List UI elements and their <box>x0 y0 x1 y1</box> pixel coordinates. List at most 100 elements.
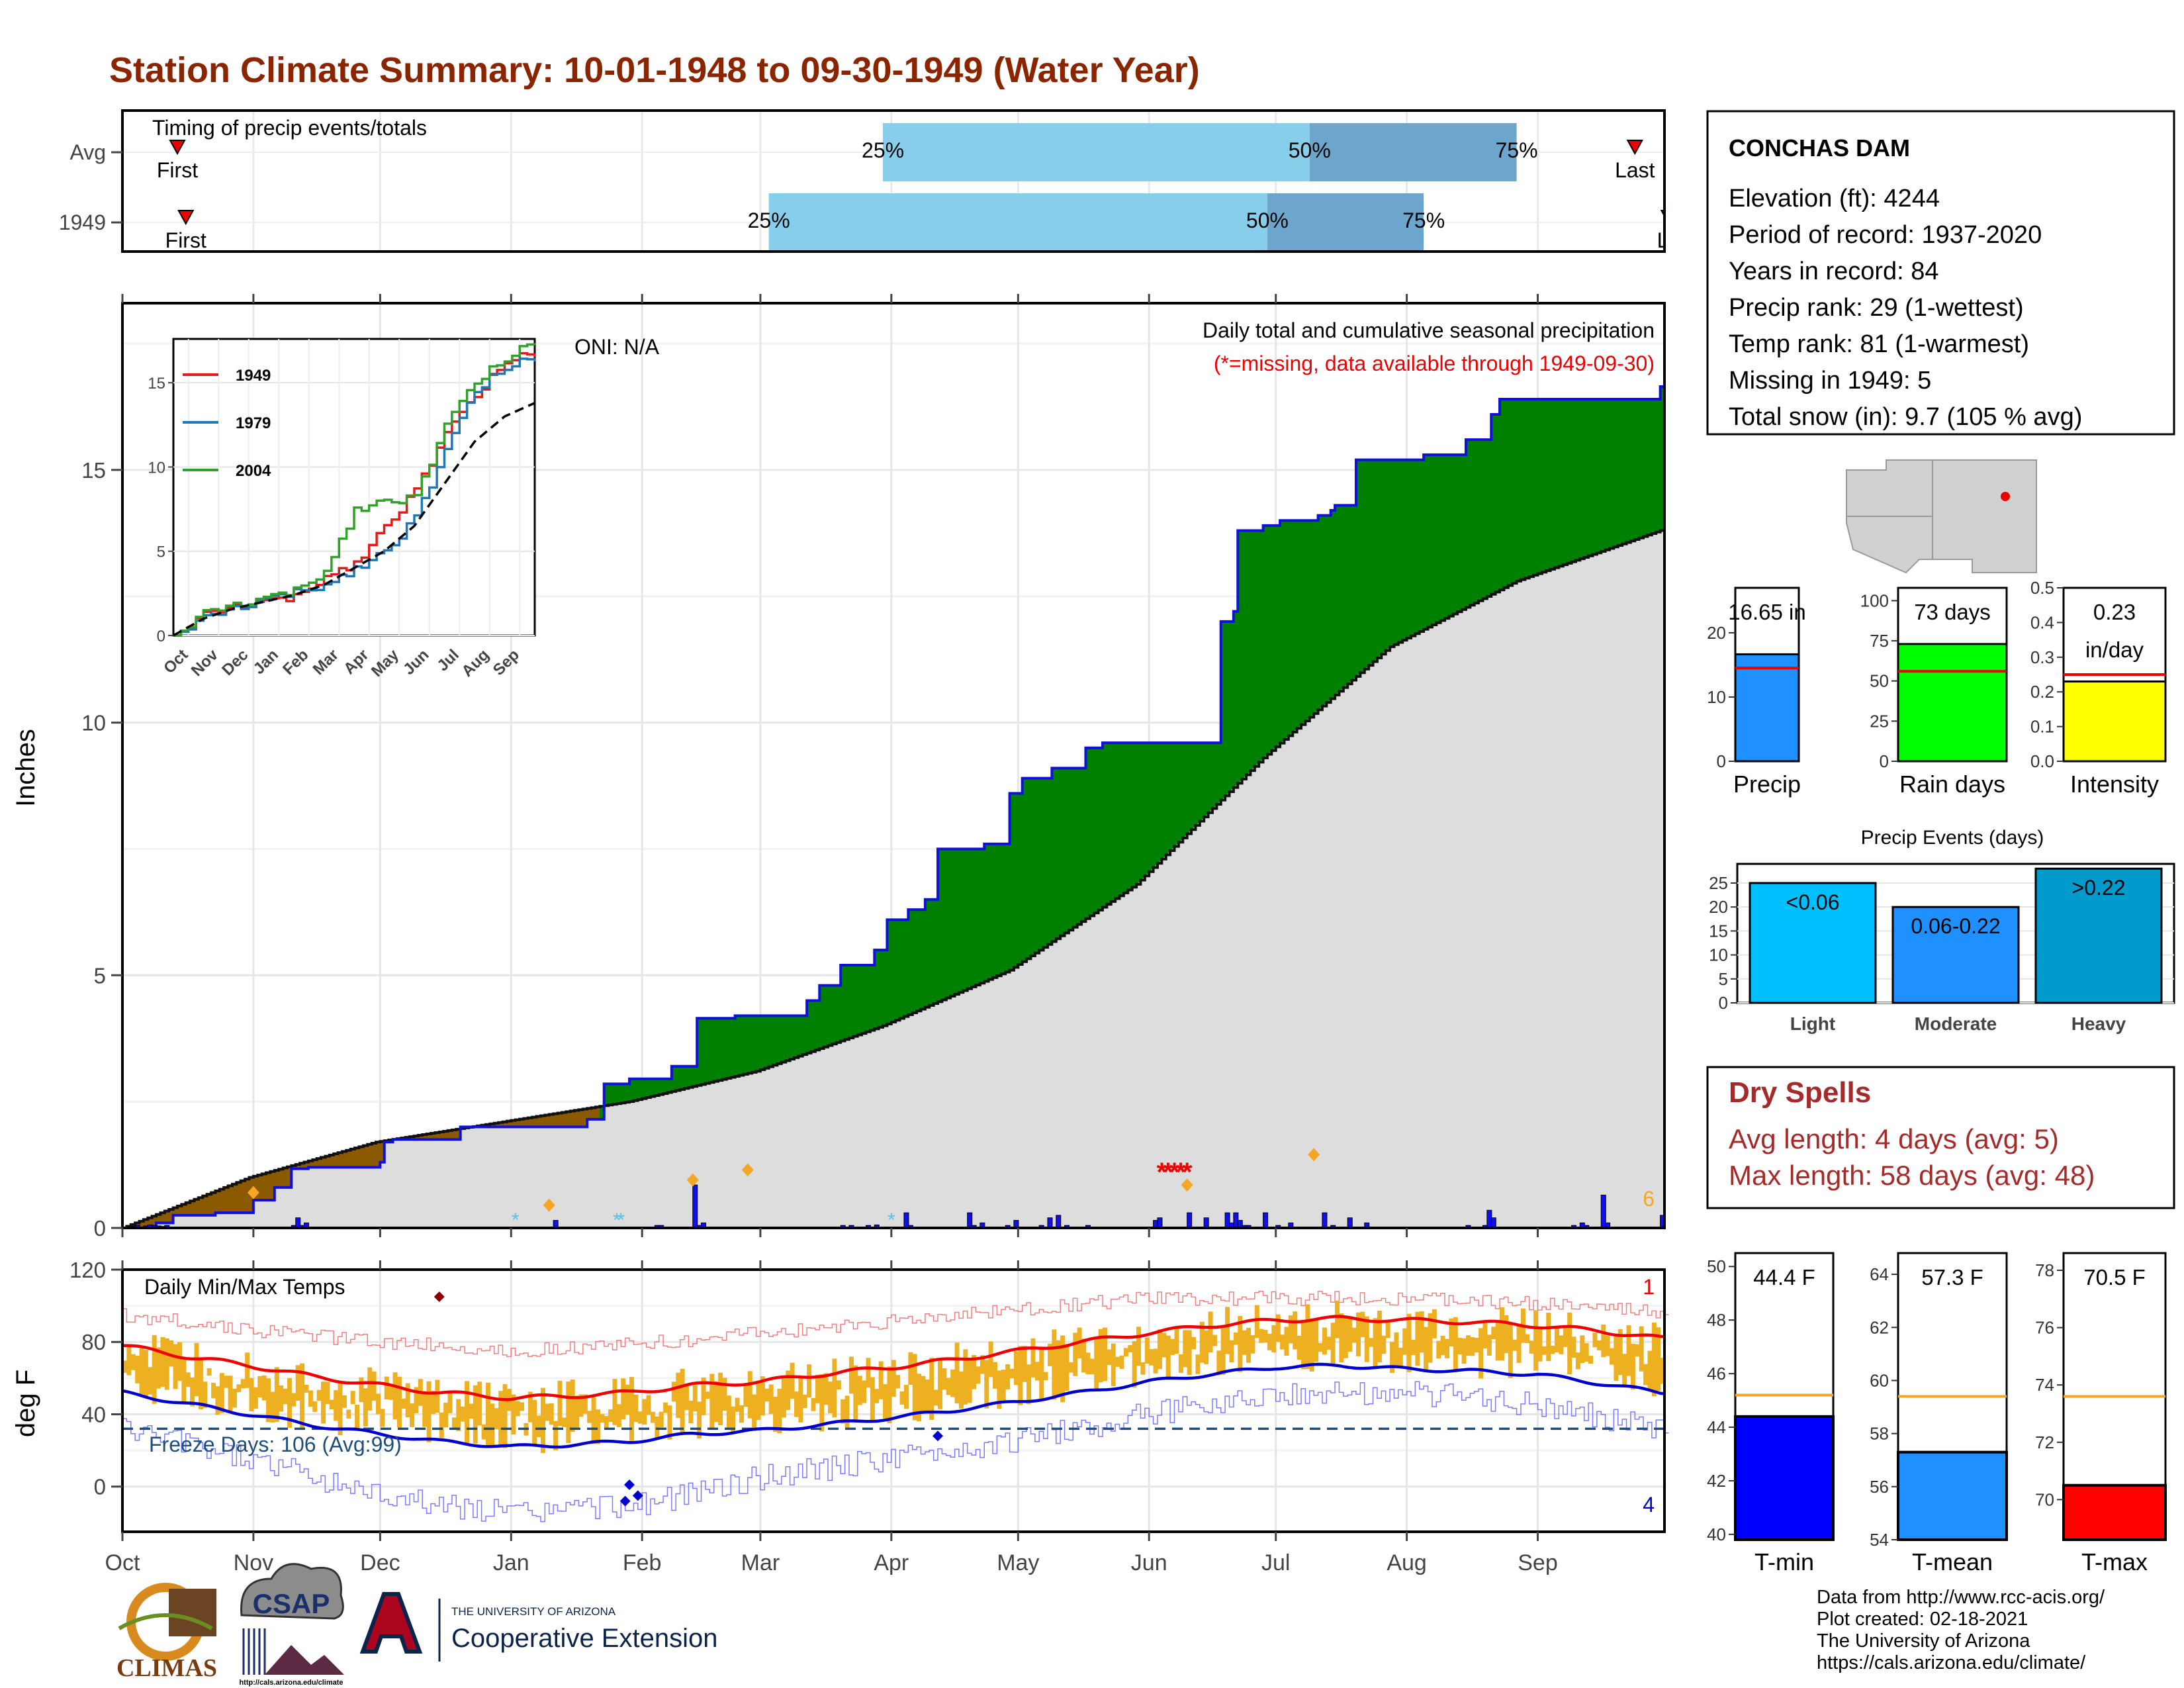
daily-precip-bar <box>1203 1217 1209 1229</box>
daily-temp-bars <box>122 1300 1665 1453</box>
mini-tick-label: 25 <box>1870 711 1889 731</box>
trace-marker: * <box>887 1209 895 1231</box>
temp-mini-tick-label: 42 <box>1707 1471 1726 1491</box>
events-tick-label: 5 <box>1719 969 1728 989</box>
temp-mini-label: T-max <box>2081 1548 2148 1575</box>
month-label: Oct <box>105 1550 140 1575</box>
temp-ytick-label: 80 <box>81 1330 106 1354</box>
timing-first-label: First <box>165 228 206 252</box>
temp-mini-tick-label: 46 <box>1707 1364 1726 1383</box>
temp-mini-tick-label: 56 <box>1870 1477 1889 1497</box>
cumulative-precip-line <box>122 385 1664 1229</box>
mini-bar <box>1897 643 2008 763</box>
first-marker-triangle <box>177 210 195 226</box>
temp-mini-bar <box>1734 1415 1835 1542</box>
dry-spells-max: Max length: 58 days (avg: 48) <box>1729 1160 2095 1191</box>
temp-mini-tick-label: 78 <box>2035 1260 2054 1280</box>
inset-legend-label: 1979 <box>236 414 271 432</box>
timing-q50-label: 50% <box>1289 138 1331 162</box>
daily-precip-bar <box>1157 1217 1163 1229</box>
month-label: Jul <box>1261 1550 1290 1575</box>
timing-row-label: Avg <box>69 140 106 164</box>
temp-mini-label: T-mean <box>1912 1548 1993 1575</box>
event-category-label: Light <box>1790 1013 1835 1034</box>
timing-panel: 25%50%75%FirstLast25%50%75%FirstLaTiming… <box>59 109 1706 253</box>
temp-mini-tick-label: 40 <box>1707 1524 1726 1544</box>
climas-logo: CLIMAS <box>116 1583 217 1682</box>
precip-ytick-label: 15 <box>81 458 106 483</box>
timing-row-label: 1949 <box>59 211 106 234</box>
temp-mini-tick-label: 64 <box>1870 1264 1889 1284</box>
event-category-label: Moderate <box>1915 1013 1997 1034</box>
mini-label: Precip <box>1733 771 1801 798</box>
month-label: Apr <box>874 1550 909 1575</box>
temp-mini-tick-label: 76 <box>2035 1318 2054 1338</box>
timing-q25-label: 25% <box>748 209 790 232</box>
timing-frame <box>121 109 1666 253</box>
csap-url: http://cals.arizona.edu/climate <box>239 1679 343 1687</box>
month-label: Mar <box>741 1550 780 1575</box>
mini-tick-label: 0.1 <box>2030 717 2054 737</box>
event-bar-label: 0.06-0.22 <box>1911 914 2000 938</box>
temp-ylabel: deg F <box>11 1370 40 1437</box>
inset-legend-label: 2004 <box>236 462 271 480</box>
mini-tick-label: 0 <box>1717 751 1726 771</box>
timing-bar-25-50 <box>768 193 1267 252</box>
temp-frame <box>121 1268 1666 1533</box>
event-bar <box>2034 867 2163 1004</box>
timing-q50-label: 50% <box>1246 209 1289 232</box>
dry-spells-avg: Avg length: 4 days (avg: 5) <box>1729 1123 2059 1154</box>
daily-precip-bar <box>1322 1212 1328 1229</box>
precip-ytick-label: 10 <box>81 711 106 735</box>
mini-bar <box>1734 653 1800 763</box>
record-high-line <box>122 1291 1669 1358</box>
climas-swoosh <box>118 1613 213 1630</box>
timing-clip <box>1666 109 1706 253</box>
snow-marker <box>686 1173 699 1187</box>
temp-mini-tick-label: 44 <box>1707 1417 1726 1437</box>
temp-ytick-label: 40 <box>81 1402 106 1427</box>
station-name: CONCHAS DAM <box>1729 134 1910 162</box>
mini-tick-label: 10 <box>1707 687 1726 707</box>
temp-title: Daily Min/Max Temps <box>144 1275 345 1299</box>
precip-frame <box>121 302 1666 1229</box>
footer-line: Plot created: 02-18-2021 <box>1817 1609 2028 1630</box>
month-label: May <box>997 1550 1039 1575</box>
mini-value: 0.23 <box>2093 600 2136 624</box>
snow-marker <box>543 1198 555 1212</box>
footer-line: https://cals.arizona.edu/climate/ <box>1817 1652 2086 1673</box>
snow-marker <box>247 1186 259 1199</box>
inset-ytick-label: 15 <box>148 375 165 393</box>
climas-text: CLIMAS <box>116 1654 217 1682</box>
trace-marker: * <box>613 1209 621 1231</box>
footer-line: Data from http://www.rcc-acis.org/ <box>1817 1587 2105 1608</box>
temp-mini-label: T-min <box>1754 1548 1814 1575</box>
month-label: Jan <box>493 1550 529 1575</box>
timing-q75-label: 75% <box>1496 138 1538 162</box>
daily-precip-bar <box>1047 1217 1053 1229</box>
state-shapes <box>1846 459 2037 574</box>
record-low-count: 4 <box>1643 1493 1655 1517</box>
mini-tick-label: 0.2 <box>2030 682 2054 702</box>
temp-mini-tick-label: 62 <box>1870 1317 1889 1337</box>
daily-precip-bar <box>1347 1217 1353 1229</box>
station-location-dot <box>2001 492 2010 501</box>
station-info-line: Precip rank: 29 (1-wettest) <box>1729 294 2024 322</box>
inset-ytick-label: 0 <box>157 628 165 645</box>
average-cumulative-area <box>122 530 1664 1228</box>
snow-marker <box>1181 1178 1193 1192</box>
mini-value-unit: in/day <box>2085 637 2144 662</box>
mini-label: Intensity <box>2070 771 2159 798</box>
station-info-box <box>1706 110 2175 436</box>
location-map <box>1846 459 2037 574</box>
csap-logo: CSAP http://cals.arizona.edu/climate <box>239 1563 344 1687</box>
events-title: Precip Events (days) <box>1861 827 2044 849</box>
ua-small-text: THE UNIVERSITY OF ARIZONA <box>451 1605 616 1618</box>
precip-ytick-label: 0 <box>94 1216 106 1241</box>
csap-text: CSAP <box>253 1588 330 1619</box>
freeze-days-label: Freeze Days: 106 (Avg:99) <box>149 1432 402 1456</box>
mini-tick-label: 75 <box>1870 631 1889 651</box>
daily-precip-bar <box>692 1184 698 1229</box>
